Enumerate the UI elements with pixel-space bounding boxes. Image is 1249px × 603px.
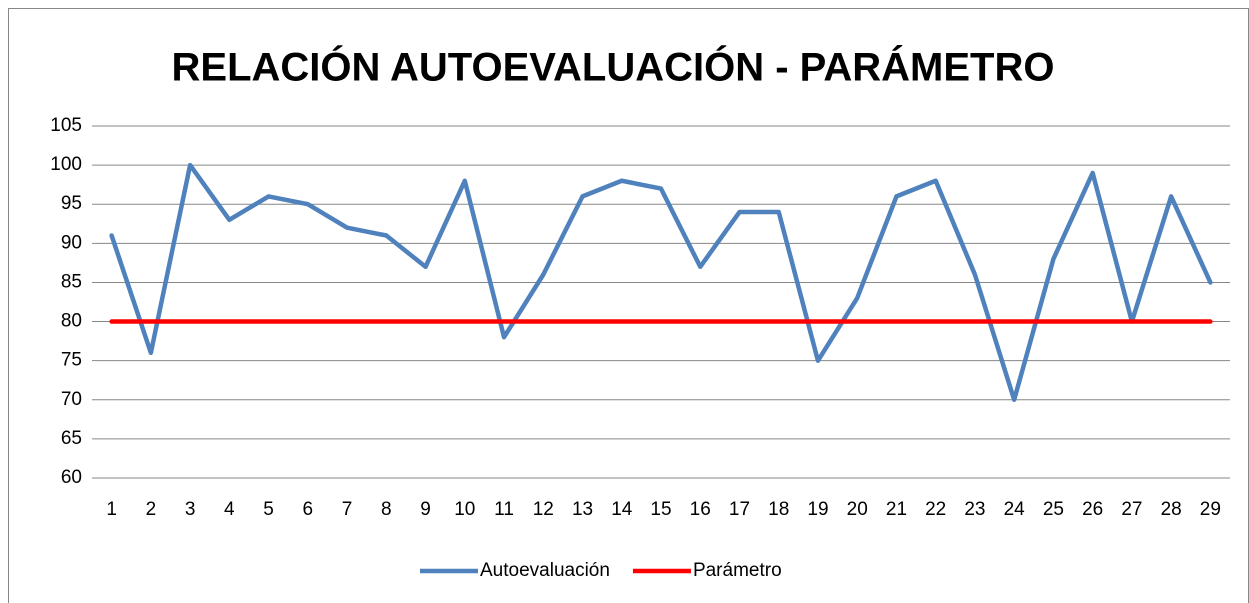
- y-tick-label: 100: [50, 154, 82, 175]
- x-tick-label: 2: [146, 499, 157, 520]
- x-tick-label: 8: [381, 499, 392, 520]
- y-tick-label: 70: [61, 389, 82, 410]
- y-tick-label: 85: [61, 271, 82, 292]
- x-tick-label: 28: [1161, 499, 1182, 520]
- x-tick-label: 21: [886, 499, 907, 520]
- y-tick-label: 90: [61, 232, 82, 253]
- y-tick-label: 105: [50, 115, 82, 136]
- x-tick-label: 27: [1121, 499, 1142, 520]
- chart-title: RELACIÓN AUTOEVALUACIÓN - PARÁMETRO: [172, 44, 1055, 90]
- legend-label: Parámetro: [693, 560, 782, 581]
- x-tick-label: 14: [611, 499, 633, 520]
- x-tick-label: 24: [1004, 499, 1026, 520]
- x-tick-label: 12: [533, 499, 554, 520]
- y-tick-label: 80: [61, 311, 82, 332]
- x-tick-label: 19: [807, 499, 828, 520]
- x-tick-label: 3: [185, 499, 196, 520]
- x-tick-label: 13: [572, 499, 593, 520]
- series-line: [109, 162, 1213, 403]
- x-tick-label: 29: [1200, 499, 1221, 520]
- x-tick-label: 26: [1082, 499, 1103, 520]
- x-tick-label: 6: [303, 499, 314, 520]
- x-tick-label: 9: [420, 499, 431, 520]
- x-tick-label: 20: [847, 499, 868, 520]
- y-tick-label: 95: [61, 193, 82, 214]
- x-tick-label: 7: [342, 499, 353, 520]
- x-tick-label: 1: [106, 499, 117, 520]
- x-tick-label: 11: [494, 499, 514, 520]
- x-tick-label: 16: [690, 499, 711, 520]
- x-tick-label: 18: [768, 499, 789, 520]
- legend-label: Autoevaluación: [480, 560, 610, 581]
- x-tick-label: 4: [224, 499, 235, 520]
- x-tick-label: 10: [454, 499, 475, 520]
- x-tick-label: 17: [729, 499, 750, 520]
- y-tick-label: 75: [61, 350, 82, 371]
- y-tick-label: 60: [61, 467, 82, 488]
- x-tick-label: 15: [650, 499, 671, 520]
- y-tick-label: 65: [61, 428, 82, 449]
- x-tick-label: 22: [925, 499, 946, 520]
- x-tick-label: 23: [964, 499, 985, 520]
- x-tick-label: 5: [263, 499, 274, 520]
- x-tick-label: 25: [1043, 499, 1064, 520]
